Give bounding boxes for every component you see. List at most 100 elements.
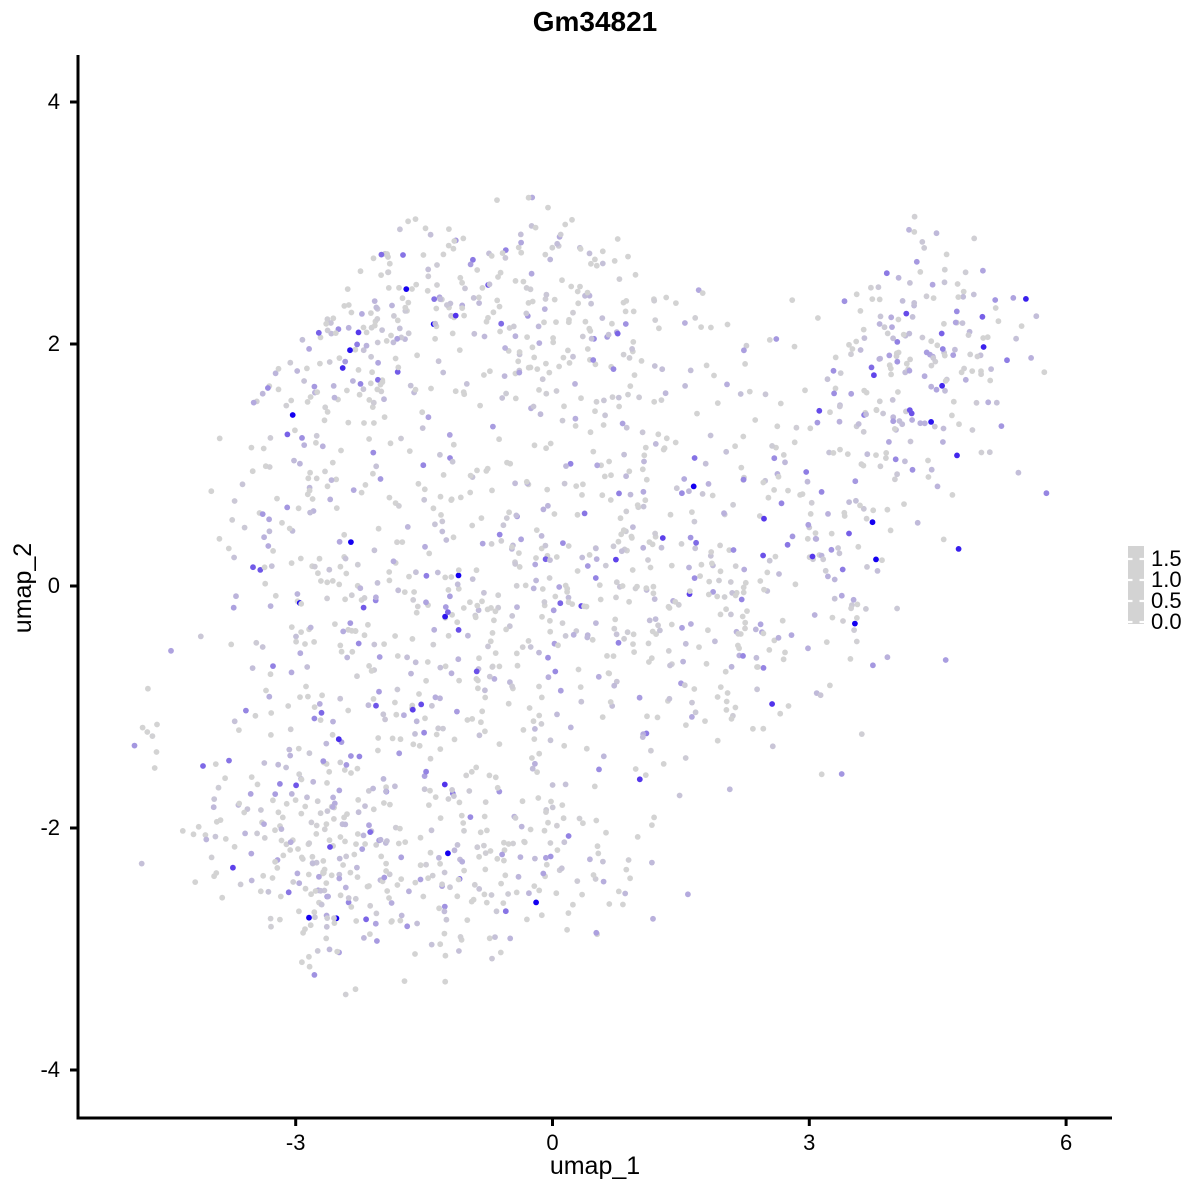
data-point: [373, 702, 379, 709]
data-point: [496, 436, 502, 443]
data-point: [491, 676, 498, 682]
data-point: [413, 569, 419, 576]
data-point: [923, 349, 930, 356]
data-point: [370, 399, 377, 406]
data-point: [728, 715, 735, 722]
data-point: [496, 303, 503, 310]
data-point: [857, 347, 864, 353]
data-point: [413, 718, 420, 725]
data-point: [818, 489, 825, 495]
data-point: [901, 501, 907, 507]
data-point: [299, 435, 305, 441]
data-point: [913, 258, 920, 265]
data-point: [723, 698, 730, 705]
data-point: [437, 451, 443, 458]
data-point: [730, 547, 737, 553]
data-point: [349, 648, 356, 655]
data-point: [687, 367, 694, 374]
data-point: [437, 296, 444, 303]
data-point: [529, 765, 536, 772]
data-point: [216, 435, 223, 442]
data-point: [777, 710, 784, 717]
data-point: [610, 653, 617, 659]
data-point: [456, 347, 463, 353]
data-point: [812, 530, 819, 536]
data-point: [248, 877, 255, 884]
data-point: [827, 682, 833, 689]
data-point: [836, 418, 843, 425]
data-point: [287, 839, 294, 846]
data-point: [518, 823, 525, 830]
data-point: [547, 853, 554, 860]
data-point: [373, 594, 379, 601]
data-point: [267, 603, 274, 609]
data-point: [532, 561, 539, 568]
data-point: [348, 539, 354, 545]
data-point: [344, 387, 350, 394]
data-point: [888, 371, 894, 378]
data-point: [442, 663, 449, 670]
legend-tick-label: 0.0: [1151, 609, 1182, 634]
data-point: [347, 869, 354, 876]
data-point: [314, 389, 321, 395]
data-point: [312, 914, 318, 921]
data-point: [726, 786, 733, 793]
data-point: [139, 724, 146, 731]
data-point: [297, 555, 304, 562]
data-point: [887, 365, 894, 372]
data-point: [306, 963, 313, 970]
data-point: [216, 535, 223, 542]
data-point: [784, 541, 791, 548]
data-point: [870, 662, 876, 669]
data-point: [230, 864, 236, 871]
data-point: [716, 577, 722, 584]
data-point: [710, 589, 716, 595]
data-point: [412, 386, 419, 393]
data-point: [268, 923, 274, 930]
data-point: [617, 515, 624, 522]
data-point: [311, 639, 317, 645]
data-point: [333, 505, 340, 511]
data-point: [863, 411, 869, 418]
data-point: [663, 435, 670, 442]
data-point: [553, 890, 560, 897]
data-point: [538, 533, 545, 539]
data-point: [451, 847, 458, 854]
data-point: [928, 383, 935, 390]
data-point: [577, 684, 584, 690]
data-point: [931, 423, 938, 430]
data-point: [371, 298, 378, 304]
data-point: [233, 593, 239, 600]
data-point: [588, 335, 595, 342]
data-point: [930, 355, 937, 361]
data-point: [398, 876, 405, 882]
data-point: [514, 604, 520, 610]
data-point: [345, 895, 352, 901]
data-point: [960, 293, 967, 300]
data-point: [323, 320, 330, 327]
data-point: [620, 901, 626, 908]
data-point: [581, 510, 588, 517]
data-point: [304, 365, 310, 372]
data-point: [212, 761, 219, 767]
data-point: [899, 421, 906, 428]
data-point: [354, 561, 361, 568]
data-point: [650, 590, 657, 597]
x-axis-label: umap_1: [549, 1152, 641, 1180]
data-point: [292, 427, 298, 434]
data-point: [422, 543, 428, 550]
data-point: [828, 530, 835, 537]
data-point: [286, 525, 293, 532]
data-point: [804, 535, 811, 542]
data-point: [342, 991, 349, 998]
data-point: [278, 826, 285, 832]
data-point: [249, 468, 256, 475]
data-point: [413, 281, 420, 288]
data-point: [703, 660, 710, 667]
data-point: [583, 745, 590, 752]
data-point: [822, 567, 829, 574]
data-point: [532, 760, 538, 767]
data-point: [420, 462, 427, 469]
data-point: [449, 330, 456, 337]
data-point: [373, 910, 380, 917]
